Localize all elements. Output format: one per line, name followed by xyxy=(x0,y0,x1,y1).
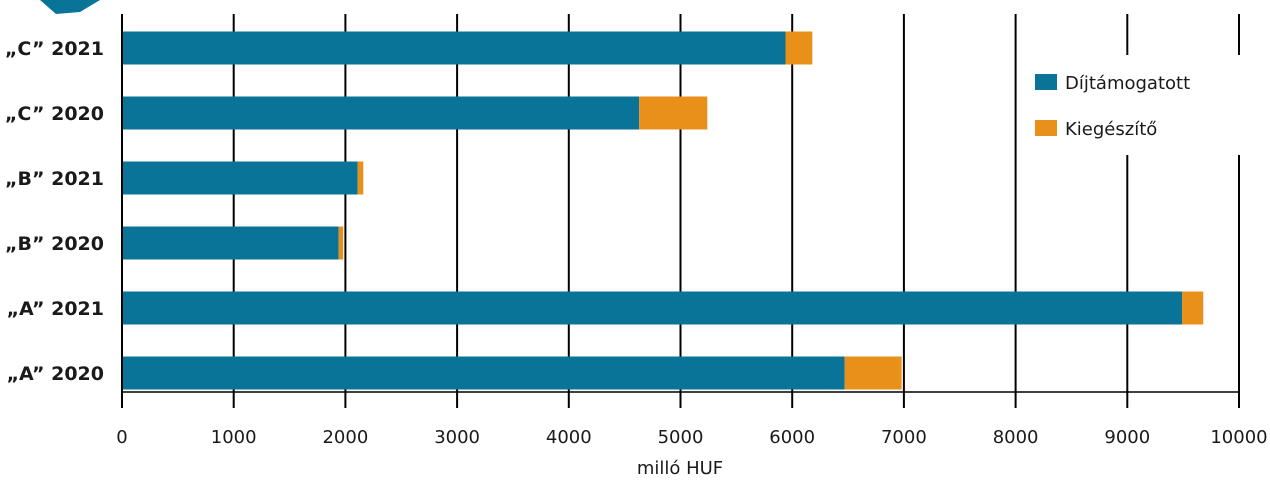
category-label: „A” 2020 xyxy=(7,363,104,385)
bar-kiegeszito xyxy=(785,31,813,65)
x-tick-label: 4000 xyxy=(546,427,592,448)
bar-kiegeszito xyxy=(844,356,902,390)
x-tick-label: 10000 xyxy=(1210,427,1267,448)
category-label: „B” 2020 xyxy=(5,233,104,255)
bar-kiegeszito xyxy=(1182,291,1204,325)
x-tick-label: 7000 xyxy=(881,427,927,448)
bar-kiegeszito xyxy=(357,161,364,195)
x-tick-label: 2000 xyxy=(322,427,368,448)
legend: Díjtámogatott Kiegészítő xyxy=(1035,73,1190,140)
bar-dijtamogatott xyxy=(122,161,358,195)
x-tick-label: 6000 xyxy=(769,427,815,448)
bar-kiegeszito xyxy=(338,226,344,260)
bar-dijtamogatott xyxy=(122,356,845,390)
x-tick-labels: 0 1000 2000 3000 4000 5000 6000 7000 8000 9000 100… xyxy=(116,427,1267,448)
x-axis xyxy=(121,14,1240,408)
x-tick-label: 5000 xyxy=(658,427,704,448)
bar-dijtamogatott xyxy=(122,96,640,130)
x-axis-title: milló HUF xyxy=(637,458,723,479)
bar-kiegeszito xyxy=(639,96,708,130)
x-tick-label: 1000 xyxy=(211,427,257,448)
bar-dijtamogatott xyxy=(122,31,786,65)
gridlines xyxy=(232,14,1240,392)
x-tick-label: 0 xyxy=(116,427,127,448)
x-tick-label: 9000 xyxy=(1104,427,1150,448)
category-label: „C” 2021 xyxy=(5,38,104,60)
category-label: „A” 2021 xyxy=(7,298,104,320)
legend-label: Díjtámogatott xyxy=(1065,73,1190,94)
category-label: „C” 2020 xyxy=(5,103,104,125)
bars xyxy=(122,31,1204,390)
x-tick-label: 3000 xyxy=(434,427,480,448)
legend-swatch xyxy=(1035,120,1057,136)
x-tick-label: 8000 xyxy=(993,427,1039,448)
category-labels: „A” 2020 „A” 2021 „B” 2020 „B” 2021 „C” 2020… xyxy=(5,38,104,385)
legend-label: Kiegészítő xyxy=(1065,119,1157,140)
bar-dijtamogatott xyxy=(122,291,1183,325)
bar-dijtamogatott xyxy=(122,226,339,260)
legend-swatch xyxy=(1035,74,1057,90)
corner-decoration xyxy=(40,0,100,14)
category-label: „B” 2021 xyxy=(5,168,104,190)
